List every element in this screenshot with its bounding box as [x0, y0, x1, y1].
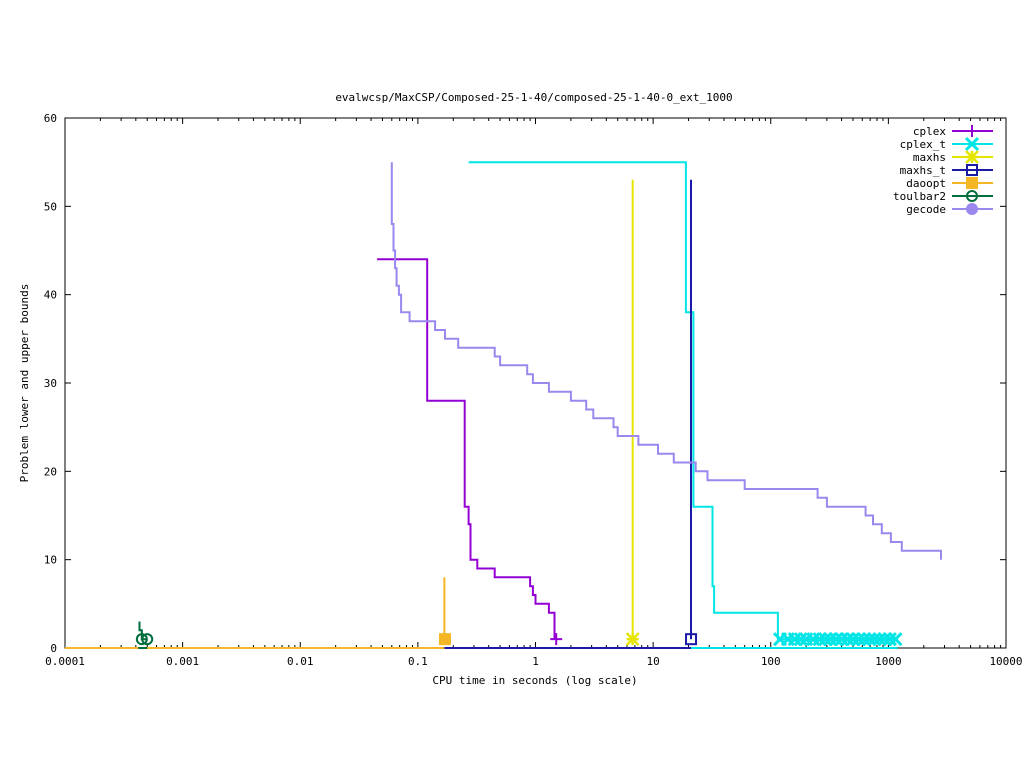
series-cplex_t-point-14 [856, 632, 872, 647]
series-toulbar2-upper-line [138, 621, 148, 641]
series-cplex_t-point-20 [888, 632, 903, 647]
legend: cplexcplex_tmaxhsmaxhs_tdaoopttoulbar2ge… [893, 125, 993, 216]
series-maxhs_t [65, 179, 698, 649]
y-tick-label-5: 50 [44, 200, 57, 213]
series-cplex-point-0 [550, 633, 563, 646]
series-cplex_t-point-7 [818, 632, 833, 647]
series-cplex_t-point-13 [851, 632, 866, 647]
series-maxhs-point-0 [625, 632, 640, 647]
series-toulbar2-point-1 [141, 633, 154, 646]
legend-label-gecode: gecode [906, 203, 946, 216]
x-tick-label-5: 10 [647, 655, 660, 668]
x-tick-label-8: 10000 [989, 655, 1022, 668]
series-maxhs [65, 179, 640, 649]
series-cplex_t-upper-line [468, 161, 898, 641]
y-tick-label-1: 10 [44, 554, 57, 567]
series-layer [65, 161, 942, 649]
series-cplex_t-point-18 [877, 632, 892, 647]
y-tick-label-3: 30 [44, 377, 57, 390]
legend-marker-maxhs_t [966, 164, 978, 176]
y-tick-label-6: 60 [44, 112, 57, 125]
legend-label-maxhs: maxhs [913, 151, 946, 164]
series-cplex_t-point-17 [872, 632, 887, 647]
legend-marker-cplex [966, 125, 978, 137]
series-cplex_t-point-12 [845, 632, 861, 647]
series-cplex_t-point-9 [829, 632, 844, 647]
series-cplex_t-point-6 [812, 632, 827, 647]
x-tick-label-2: 0.01 [287, 655, 314, 668]
y-axis-label: Problem lower and upper bounds [18, 284, 31, 483]
legend-marker-daoopt [966, 177, 978, 189]
legend-marker-cplex_t [964, 136, 980, 152]
x-tick-label-6: 100 [761, 655, 781, 668]
legend-label-maxhs_t: maxhs_t [900, 164, 946, 177]
x-tick-label-0: 0.0001 [45, 655, 85, 668]
legend-marker-maxhs [965, 150, 979, 164]
series-toulbar2 [135, 621, 154, 649]
series-gecode [390, 162, 942, 560]
series-cplex_t-point-11 [840, 632, 855, 647]
series-cplex_t-point-19 [882, 632, 897, 647]
series-cplex [65, 258, 563, 649]
series-daoopt-point-0 [438, 633, 451, 646]
legend-label-toulbar2: toulbar2 [893, 190, 946, 203]
y-tick-label-0: 0 [50, 642, 57, 655]
x-tick-label-1: 0.001 [166, 655, 199, 668]
legend-label-cplex_t: cplex_t [900, 138, 946, 151]
legend-label-daoopt: daoopt [906, 177, 946, 190]
legend-marker-toulbar2 [966, 190, 978, 202]
series-cplex-upper-line [377, 258, 556, 640]
series-maxhs_t-point-0 [685, 633, 698, 646]
x-axis-label: CPU time in seconds (log scale) [432, 674, 637, 687]
series-gecode-upper-line [390, 162, 942, 560]
x-tick-label-3: 0.1 [408, 655, 428, 668]
axes: 0.0001 0.001 0.01 0.1 1 10 100 1000 10000 0 10 20 30… [44, 112, 1023, 668]
series-toulbar2-point-0 [135, 633, 148, 646]
legend-marker-gecode [966, 203, 978, 215]
chart-title: evalwcsp/MaxCSP/Composed-25-1-40/compose… [335, 91, 732, 104]
x-tick-label-7: 1000 [875, 655, 902, 668]
x-tick-label-4: 1 [532, 655, 539, 668]
series-cplex_t [65, 161, 903, 649]
series-cplex_t-point-3 [793, 632, 808, 647]
series-daoopt [65, 577, 451, 649]
y-tick-label-2: 20 [44, 465, 57, 478]
y-tick-label-4: 40 [44, 289, 57, 302]
series-cplex_t-point-16 [867, 632, 882, 647]
legend-label-cplex: cplex [913, 125, 946, 138]
